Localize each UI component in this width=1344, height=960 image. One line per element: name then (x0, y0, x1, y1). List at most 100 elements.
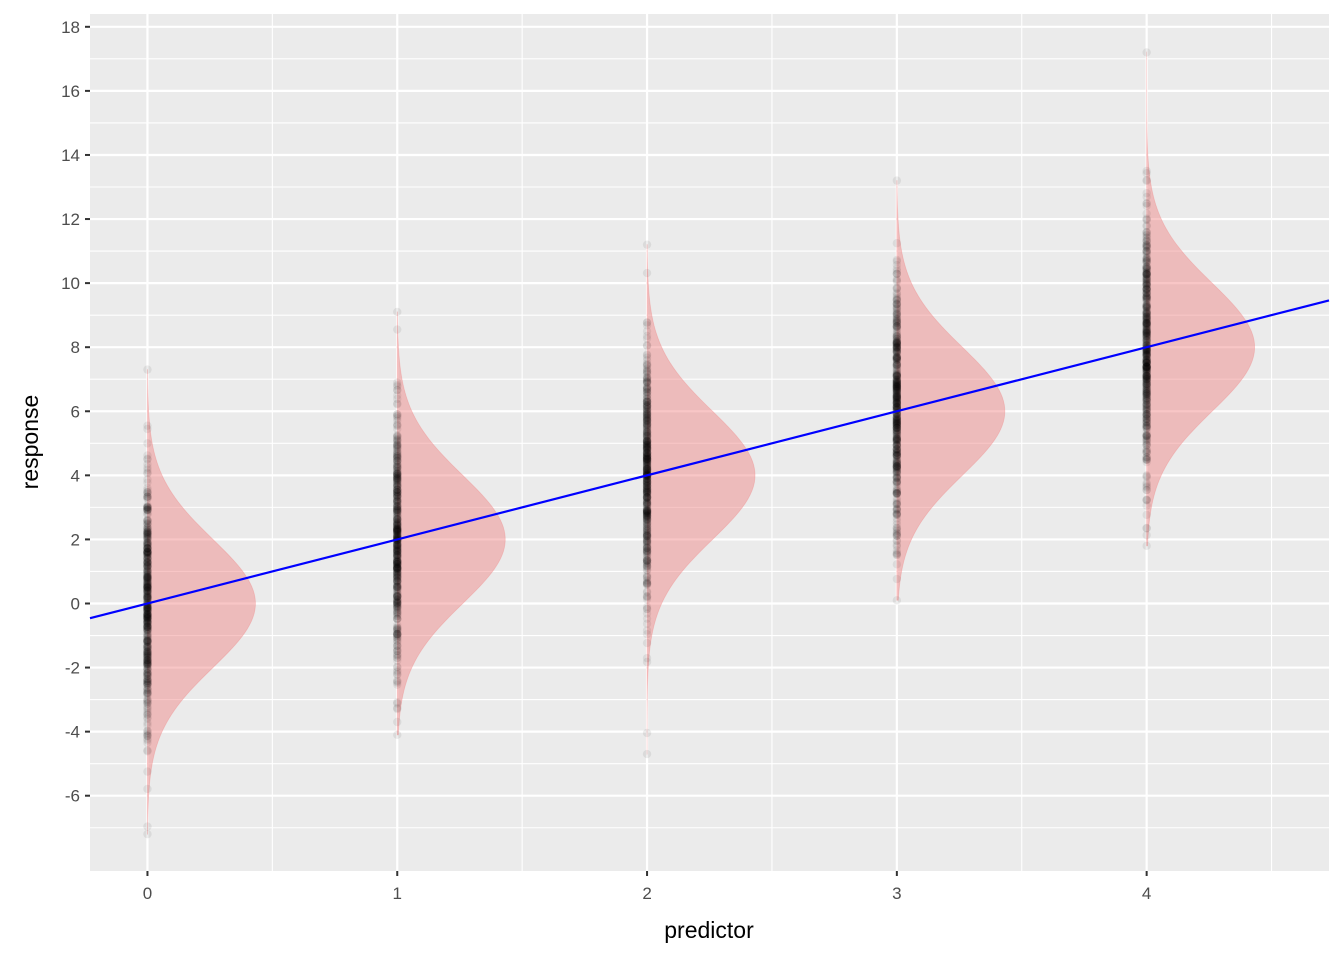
data-point (642, 458, 652, 467)
data-point (892, 371, 902, 380)
data-point (1142, 435, 1151, 444)
data-point (143, 710, 152, 719)
data-point (1142, 410, 1151, 419)
data-point (892, 372, 902, 381)
data-point (393, 434, 402, 443)
data-point (393, 491, 402, 500)
data-point (892, 399, 902, 408)
data-point (1142, 233, 1151, 243)
data-point (143, 670, 152, 680)
data-point (143, 510, 152, 519)
data-point (1142, 379, 1151, 388)
data-point (393, 410, 402, 419)
data-point (143, 592, 152, 601)
data-point (143, 632, 152, 641)
data-point (642, 452, 652, 461)
data-point (143, 680, 152, 689)
data-point (143, 547, 152, 556)
data-point (1142, 431, 1151, 440)
data-point (642, 531, 652, 540)
data-point (143, 634, 152, 643)
data-point (892, 295, 902, 305)
data-point (892, 401, 902, 410)
x-tick-label: 0 (143, 884, 152, 903)
data-point (892, 341, 902, 350)
data-point (393, 656, 402, 665)
data-point (393, 507, 402, 517)
data-point (642, 411, 652, 421)
data-point (143, 653, 152, 662)
data-point (393, 495, 402, 504)
data-point (1142, 391, 1151, 400)
data-point (393, 583, 402, 592)
data-point (892, 420, 902, 430)
data-point (143, 534, 152, 544)
data-point (143, 527, 152, 536)
data-point (143, 688, 152, 698)
data-point (892, 423, 902, 433)
data-point (393, 548, 402, 557)
data-point (143, 492, 152, 502)
data-point (892, 441, 902, 450)
data-point (892, 528, 902, 537)
data-point (892, 525, 902, 534)
data-point (1142, 406, 1151, 415)
data-point (143, 605, 152, 614)
data-point (642, 492, 652, 501)
data-point (393, 651, 402, 660)
data-point (393, 564, 402, 573)
data-point (642, 530, 652, 539)
data-point (642, 384, 652, 394)
data-point (642, 464, 652, 474)
data-point (892, 451, 902, 461)
data-point (892, 342, 902, 352)
data-point (143, 533, 152, 543)
data-point (892, 358, 902, 367)
data-point (1142, 362, 1151, 371)
data-point (642, 509, 652, 519)
data-point (393, 539, 402, 548)
data-point (1142, 335, 1151, 344)
data-point (393, 630, 402, 639)
data-point (143, 642, 152, 651)
data-point (1142, 378, 1151, 387)
data-point (1142, 431, 1151, 441)
data-point (892, 352, 902, 361)
data-point (393, 505, 402, 514)
data-point (642, 451, 652, 460)
data-point (143, 519, 152, 528)
data-point (892, 425, 902, 434)
data-point (1142, 427, 1151, 436)
data-point (143, 609, 152, 618)
data-point (642, 394, 652, 403)
data-point (892, 461, 902, 470)
data-point (393, 641, 402, 651)
data-point (642, 413, 652, 422)
data-point (642, 492, 652, 501)
data-point (892, 462, 902, 471)
data-point (393, 698, 402, 707)
data-point (642, 464, 652, 474)
data-point (393, 394, 402, 404)
data-point (892, 467, 902, 476)
data-point (892, 412, 902, 422)
data-point (1142, 273, 1151, 282)
data-point (892, 479, 902, 489)
data-point (1142, 306, 1151, 315)
data-point (393, 526, 402, 535)
data-point (1142, 394, 1151, 403)
data-point (143, 528, 152, 538)
data-point (1142, 325, 1151, 335)
data-point (393, 421, 402, 431)
data-point (393, 585, 402, 594)
data-point (1142, 362, 1151, 372)
data-point (393, 574, 402, 583)
data-point (143, 633, 152, 642)
data-point (642, 487, 652, 497)
data-point (642, 485, 652, 495)
data-point (892, 324, 902, 333)
data-point (892, 377, 902, 386)
data-point (892, 401, 902, 411)
data-point (1142, 384, 1151, 393)
